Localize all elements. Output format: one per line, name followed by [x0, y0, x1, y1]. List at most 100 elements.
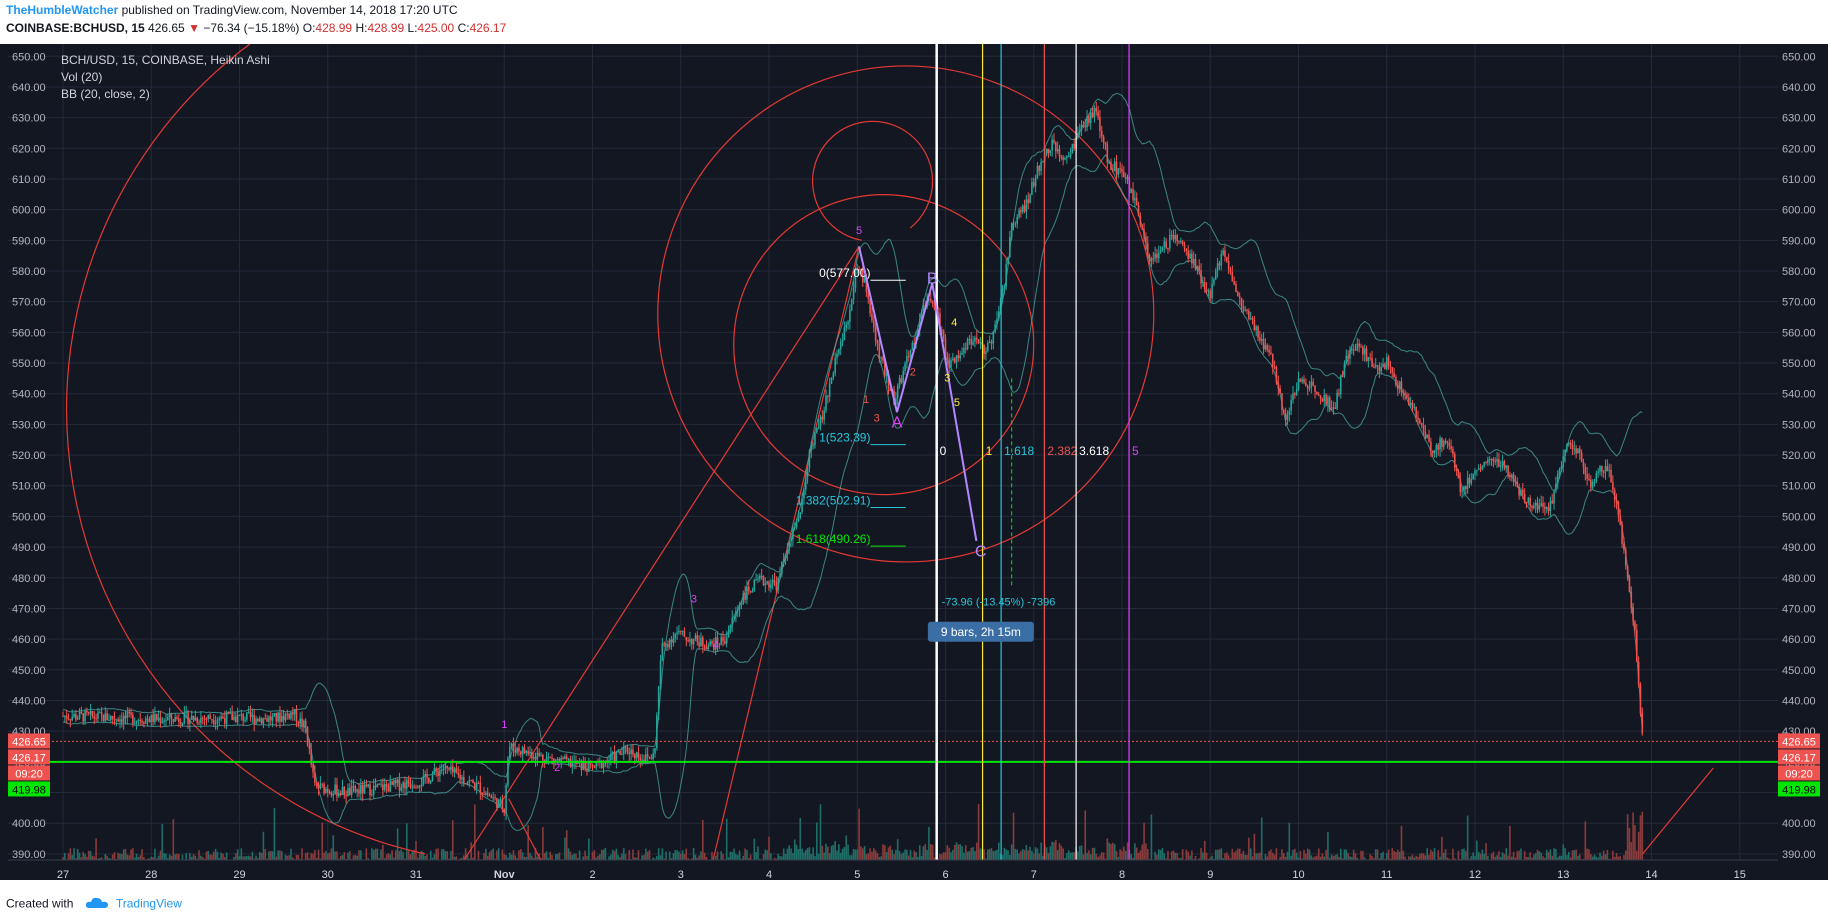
volume-bar	[203, 858, 206, 860]
candle-body	[1266, 345, 1269, 350]
volume-bar	[720, 851, 722, 860]
volume-bar	[593, 850, 596, 860]
candle-body	[1461, 490, 1463, 492]
candle-body	[1218, 263, 1221, 266]
volume-bar	[1218, 849, 1221, 860]
price-chart[interactable]: 0 1 1.618 2.382 3.618 50(577.00)1(523.39)1.38…	[0, 0, 1828, 880]
candle-body	[860, 269, 862, 271]
volume-bar	[365, 848, 368, 860]
volume-bar	[1615, 852, 1618, 860]
candle-body	[453, 768, 456, 773]
candle-body	[1137, 205, 1140, 216]
candle-body	[365, 784, 368, 787]
candle-body	[1297, 378, 1300, 390]
volume-bar	[1235, 850, 1237, 860]
candle-body	[1220, 254, 1223, 266]
volume-bar	[1062, 848, 1064, 860]
candle-body	[799, 512, 802, 519]
volume-bar	[1606, 849, 1609, 860]
candle-body	[988, 341, 991, 343]
volume-bar	[1617, 856, 1620, 860]
close-label: C:	[457, 21, 470, 35]
candle-body	[865, 278, 868, 292]
candle-body	[858, 269, 860, 271]
volume-bar	[1444, 849, 1447, 860]
volume-bar	[429, 850, 432, 860]
candle-body	[325, 788, 327, 794]
volume-bar	[378, 857, 381, 860]
volume-bar	[258, 851, 261, 860]
tradingview-link[interactable]: TradingView	[115, 896, 182, 911]
candle-body	[1014, 223, 1017, 225]
volume-bar	[576, 858, 579, 860]
time-tick: 10	[1292, 869, 1304, 880]
candle-body	[1277, 382, 1280, 389]
volume-bar	[959, 844, 962, 860]
candle-body	[757, 578, 759, 580]
candle-body	[255, 718, 257, 724]
volume-bar	[437, 848, 439, 860]
candle-body	[1551, 500, 1554, 504]
volume-bar	[832, 844, 835, 860]
candle-body	[457, 772, 460, 775]
volume-bar	[404, 858, 406, 860]
volume-bar	[1237, 848, 1239, 860]
candle-body	[869, 298, 871, 314]
volume-bar	[1595, 856, 1598, 860]
candle-body	[1398, 381, 1401, 390]
wave-label: 1	[863, 394, 869, 406]
volume-bar	[792, 852, 794, 860]
candle-body	[630, 749, 632, 755]
volume-bar	[1042, 855, 1044, 860]
volume-bar	[321, 822, 324, 860]
candle-body	[836, 353, 838, 359]
volume-bar	[729, 851, 732, 860]
volume-bar	[714, 855, 717, 860]
candle-body	[106, 713, 108, 721]
candle-body	[404, 782, 406, 789]
volume-bar	[1264, 854, 1267, 860]
volume-bar	[1099, 855, 1101, 860]
candle-body	[137, 719, 140, 721]
candle-body	[884, 360, 886, 376]
candle-body	[326, 788, 329, 793]
candle-body	[108, 719, 110, 721]
candle-body	[69, 719, 72, 721]
candle-body	[1286, 414, 1289, 421]
candle-body	[1635, 630, 1638, 662]
candle-body	[1431, 450, 1434, 454]
candle-body	[1356, 343, 1359, 351]
time-scale[interactable]: 27 28 29 30 31 Nov 2 3 4 5 6 7 8 9 10 11 12 13 14 15	[8, 859, 1778, 880]
candle-body	[104, 713, 107, 722]
volume-bar	[1415, 855, 1417, 860]
candle-body	[262, 718, 265, 724]
volume-bar	[770, 853, 772, 860]
volume-bar	[986, 849, 989, 860]
volume-bar	[810, 854, 813, 860]
candle-body	[233, 716, 235, 721]
candle-body	[529, 752, 531, 754]
volume-bar	[876, 853, 879, 860]
volume-bar	[1295, 852, 1298, 860]
volume-bar	[1501, 852, 1504, 860]
candle-body	[1466, 477, 1469, 490]
volume-bar	[1602, 850, 1605, 860]
volume-bar	[861, 848, 864, 860]
candle-body	[1145, 236, 1147, 244]
author-link[interactable]: TheHumbleWatcher	[6, 3, 119, 17]
volume-bar	[470, 842, 472, 860]
volume-bar	[1231, 848, 1234, 860]
volume-bar	[1227, 855, 1230, 860]
volume-bar	[670, 858, 673, 860]
time-tick: 4	[766, 869, 772, 880]
volume-bar	[354, 854, 357, 860]
candle-body	[1481, 465, 1484, 470]
candle-body	[1231, 271, 1234, 282]
candle-body	[1106, 144, 1109, 163]
candle-body	[1457, 470, 1460, 479]
candle-body	[1187, 251, 1189, 259]
candle-body	[229, 712, 232, 714]
candle-body	[1062, 157, 1064, 160]
volume-bar	[1163, 853, 1166, 860]
